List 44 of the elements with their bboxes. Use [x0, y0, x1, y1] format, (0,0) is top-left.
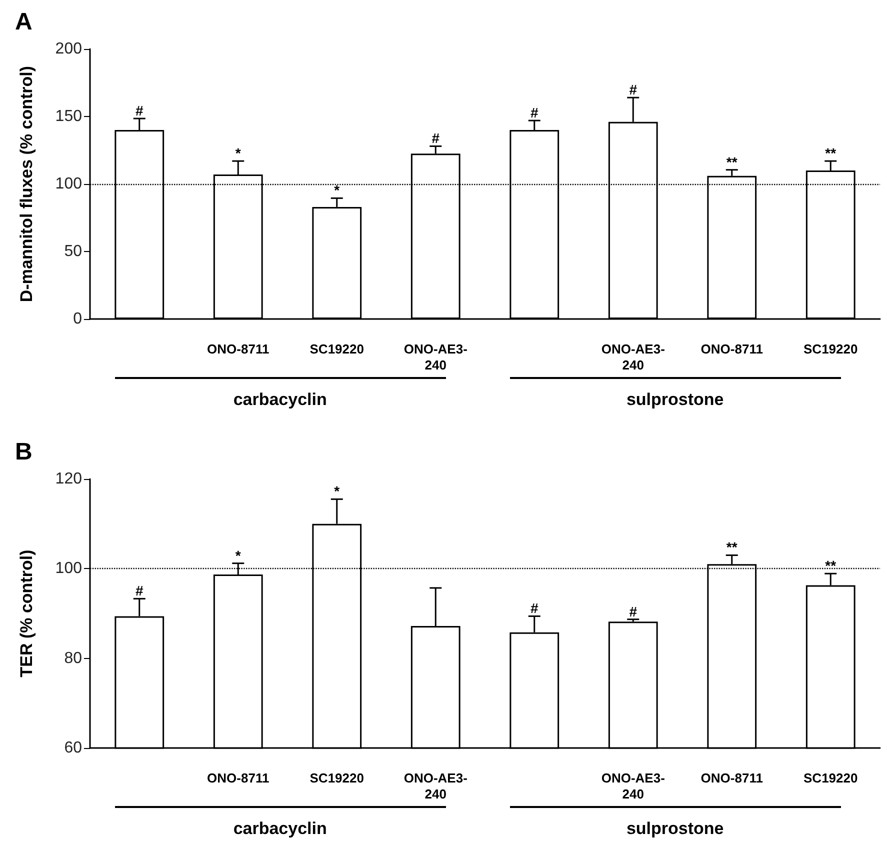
- data-label: #: [530, 600, 538, 616]
- y-tick-label: 60: [64, 740, 82, 756]
- data-label: #: [135, 582, 144, 599]
- data-label: #: [530, 104, 538, 121]
- y-tick-label: 100: [55, 176, 82, 192]
- y-tick-label: 200: [55, 40, 82, 58]
- y-tick-label: 150: [55, 108, 82, 125]
- y-axis-title: D-mannitol fluxes (% control): [17, 66, 36, 302]
- data-label: #: [135, 102, 144, 119]
- chart-title: A: [15, 8, 32, 36]
- x-tick-label: ONO-8711: [207, 342, 270, 356]
- data-label: **: [825, 558, 837, 574]
- x-tick-label: ONO-8711: [700, 770, 763, 786]
- y-tick-label: 120: [55, 470, 82, 488]
- y-tick-label: 80: [64, 650, 82, 667]
- data-label: *: [235, 145, 242, 162]
- x-tick-label: SC19220: [804, 342, 858, 356]
- data-label: #: [432, 130, 440, 146]
- data-label: **: [726, 539, 738, 556]
- y-tick-label: 100: [55, 560, 82, 578]
- data-label: #: [629, 603, 638, 620]
- y-tick-label: 50: [64, 243, 82, 260]
- y-tick-label: 0: [73, 310, 82, 328]
- x-tick-label: ONO-AE3-240: [601, 342, 665, 372]
- x-tick-label: SC19220: [310, 770, 364, 786]
- x-tick-label: SC19220: [804, 770, 858, 786]
- data-label: *: [334, 483, 340, 500]
- data-label: **: [825, 145, 837, 162]
- x-tick-label: ONO-AE3-240: [404, 770, 468, 802]
- x-tick-label: ONO-AE3-240: [404, 342, 468, 372]
- text: sulprostone: [626, 390, 724, 409]
- data-label: **: [726, 154, 738, 170]
- x-tick-label: SC19220: [310, 342, 364, 356]
- text: sulprostone: [626, 819, 724, 838]
- data-label: *: [334, 182, 340, 198]
- chart-title: B: [15, 438, 32, 466]
- x-tick-label: ONO-AE3-240: [601, 770, 665, 802]
- x-tick-label: ONO-8711: [700, 342, 763, 356]
- data-label: #: [629, 82, 638, 98]
- text: carbacyclin: [233, 390, 327, 409]
- x-tick-label: ONO-8711: [207, 770, 270, 786]
- text: carbacyclin: [233, 819, 327, 838]
- y-axis-title: TER (% control): [17, 550, 36, 678]
- data-label: *: [235, 547, 242, 564]
